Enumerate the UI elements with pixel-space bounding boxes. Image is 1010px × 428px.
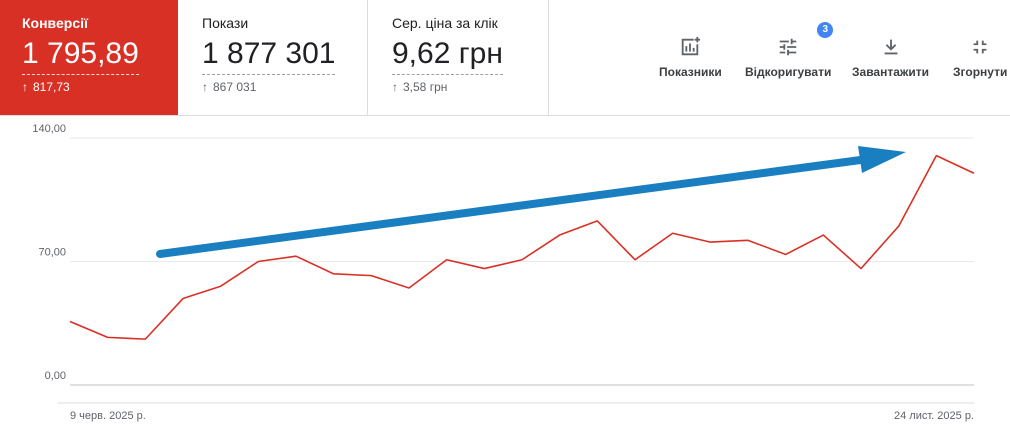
- filter-count-badge: 3: [817, 22, 834, 38]
- metrics-bar: Конверсії 1 795,89 ↑ 817,73 Покази 1 877…: [0, 0, 1010, 116]
- adjust-button[interactable]: Відкоригувати 3: [745, 22, 834, 79]
- download-icon: [884, 39, 897, 55]
- arrow-up-icon: ↑: [22, 80, 28, 94]
- metric-delta: ↑ 867 031: [202, 80, 367, 94]
- x-tick-label: 9 черв. 2025 р.: [70, 410, 146, 422]
- metric-value: 9,62 грн: [392, 34, 503, 75]
- metric-card-impressions[interactable]: Покази 1 877 301 ↑ 867 031: [178, 0, 368, 115]
- trend-arrow-shaft: [156, 155, 872, 258]
- y-tick-label: 140,00: [32, 123, 66, 135]
- add-chart-icon: [682, 36, 701, 56]
- line-chart: 140,00 70,00 0,00 9 черв. 2025 р. 24 лист. 2…: [32, 123, 975, 422]
- metric-card-avg-cpc[interactable]: Сер. ціна за клік 9,62 грн ↑ 3,58 грн: [368, 0, 549, 115]
- y-tick-label: 70,00: [38, 247, 66, 259]
- metric-delta: ↑ 3,58 грн: [392, 80, 548, 94]
- metric-delta: ↑ 817,73: [22, 80, 178, 94]
- arrow-up-icon: ↑: [202, 80, 208, 94]
- metric-value: 1 795,89: [22, 34, 139, 75]
- y-tick-label: 0,00: [45, 370, 66, 382]
- metric-card-conversions[interactable]: Конверсії 1 795,89 ↑ 817,73: [0, 0, 178, 115]
- metric-delta-value: 3,58 грн: [403, 80, 448, 94]
- metric-value: 1 877 301: [202, 34, 336, 75]
- collapse-button[interactable]: Згорнути: [953, 36, 1007, 79]
- metric-delta-value: 867 031: [213, 80, 257, 94]
- tune-icon: [779, 38, 797, 56]
- metrics-button[interactable]: Показники: [659, 36, 722, 79]
- arrow-up-icon: ↑: [392, 80, 398, 94]
- metrics-button-label: Показники: [659, 65, 722, 79]
- download-button[interactable]: Завантажити: [852, 36, 929, 79]
- collapse-icon: [973, 40, 987, 54]
- metric-label: Сер. ціна за клік: [392, 15, 498, 31]
- trend-arrow-head: [858, 146, 906, 173]
- adjust-button-label: Відкоригувати: [745, 65, 832, 79]
- collapse-button-label: Згорнути: [953, 65, 1008, 79]
- series-line: [69, 154, 975, 340]
- x-tick-label: 24 лист. 2025 р.: [894, 410, 974, 422]
- download-button-label: Завантажити: [852, 65, 930, 79]
- metric-label: Конверсії: [22, 15, 88, 31]
- metric-delta-value: 817,73: [33, 80, 70, 94]
- metric-label: Покази: [202, 15, 249, 31]
